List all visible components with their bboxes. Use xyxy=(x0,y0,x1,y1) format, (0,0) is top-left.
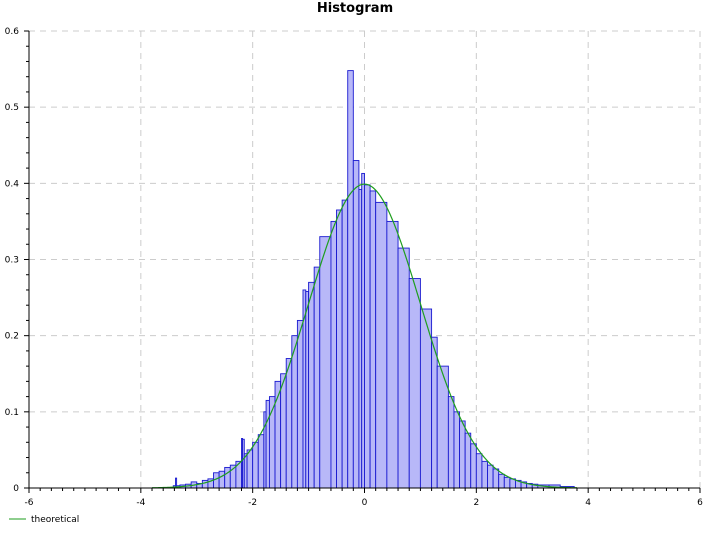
x-tick-label: 0 xyxy=(362,498,368,508)
histogram-bar xyxy=(352,160,360,489)
histogram-bar xyxy=(218,470,226,489)
x-tick-label: 4 xyxy=(585,498,591,508)
histogram-bar xyxy=(347,70,354,489)
histogram-bar xyxy=(481,460,488,489)
y-tick-label: 0.5 xyxy=(5,103,19,113)
x-tick-label: -4 xyxy=(136,498,145,508)
histogram-bar xyxy=(487,464,494,489)
histogram-bar xyxy=(265,399,270,489)
histogram-bar xyxy=(386,220,399,489)
histogram-bar xyxy=(375,201,388,489)
histogram-bar xyxy=(447,396,455,489)
histogram-bar xyxy=(257,434,265,489)
y-axis-ticks: 0 0.1 0.2 0.3 0.4 0.5 0.6 xyxy=(5,27,20,494)
histogram-bar xyxy=(341,199,349,489)
histogram-bar xyxy=(252,441,259,489)
histogram-bar xyxy=(431,336,438,489)
histogram-bar xyxy=(459,420,466,489)
y-tick-label: 0 xyxy=(13,484,19,494)
y-tick-label: 0.3 xyxy=(5,256,19,266)
x-axis-ticks: -6 -4 -2 0 2 4 6 xyxy=(25,498,704,508)
histogram-bar xyxy=(408,278,421,489)
histogram-bar xyxy=(285,358,293,489)
histogram-bar xyxy=(470,443,477,489)
histogram-bars xyxy=(172,70,575,489)
y-tick-label: 0.4 xyxy=(5,179,20,189)
histogram-bar xyxy=(492,468,500,489)
theoretical-line xyxy=(152,183,577,489)
histogram-bar xyxy=(369,190,377,489)
theoretical-curve xyxy=(152,183,577,489)
histogram-bar xyxy=(296,319,304,489)
histogram-bar xyxy=(364,184,371,489)
histogram-bar xyxy=(453,411,461,489)
y-tick-label: 0.6 xyxy=(5,27,20,37)
legend: theoretical xyxy=(9,515,79,525)
x-tick-label: 6 xyxy=(697,498,703,508)
histogram-bar xyxy=(308,281,315,489)
histogram-bar xyxy=(330,220,337,489)
y-tick-label: 0.1 xyxy=(5,408,19,418)
x-tick-label: -6 xyxy=(25,498,34,508)
histogram-bar xyxy=(498,473,505,489)
histogram-bar xyxy=(319,236,332,489)
legend-label-theoretical: theoretical xyxy=(31,515,79,525)
histogram-bar xyxy=(246,449,254,489)
axes xyxy=(24,30,701,493)
x-tick-label: -2 xyxy=(248,498,257,508)
histogram-bar xyxy=(280,373,287,489)
x-tick-label: 2 xyxy=(473,498,479,508)
histogram-bar xyxy=(224,466,231,489)
histogram-bar xyxy=(397,247,410,489)
histogram-bar xyxy=(213,472,220,489)
chart-title: Histogram xyxy=(317,1,393,16)
histogram-bar xyxy=(464,432,472,489)
histogram-bar xyxy=(336,209,343,489)
histogram-bar xyxy=(503,476,511,489)
y-tick-label: 0.2 xyxy=(5,332,19,342)
histogram-bar xyxy=(475,453,483,489)
histogram-bar xyxy=(291,335,298,489)
histogram-bar xyxy=(201,479,209,489)
histogram-bar xyxy=(313,266,321,489)
